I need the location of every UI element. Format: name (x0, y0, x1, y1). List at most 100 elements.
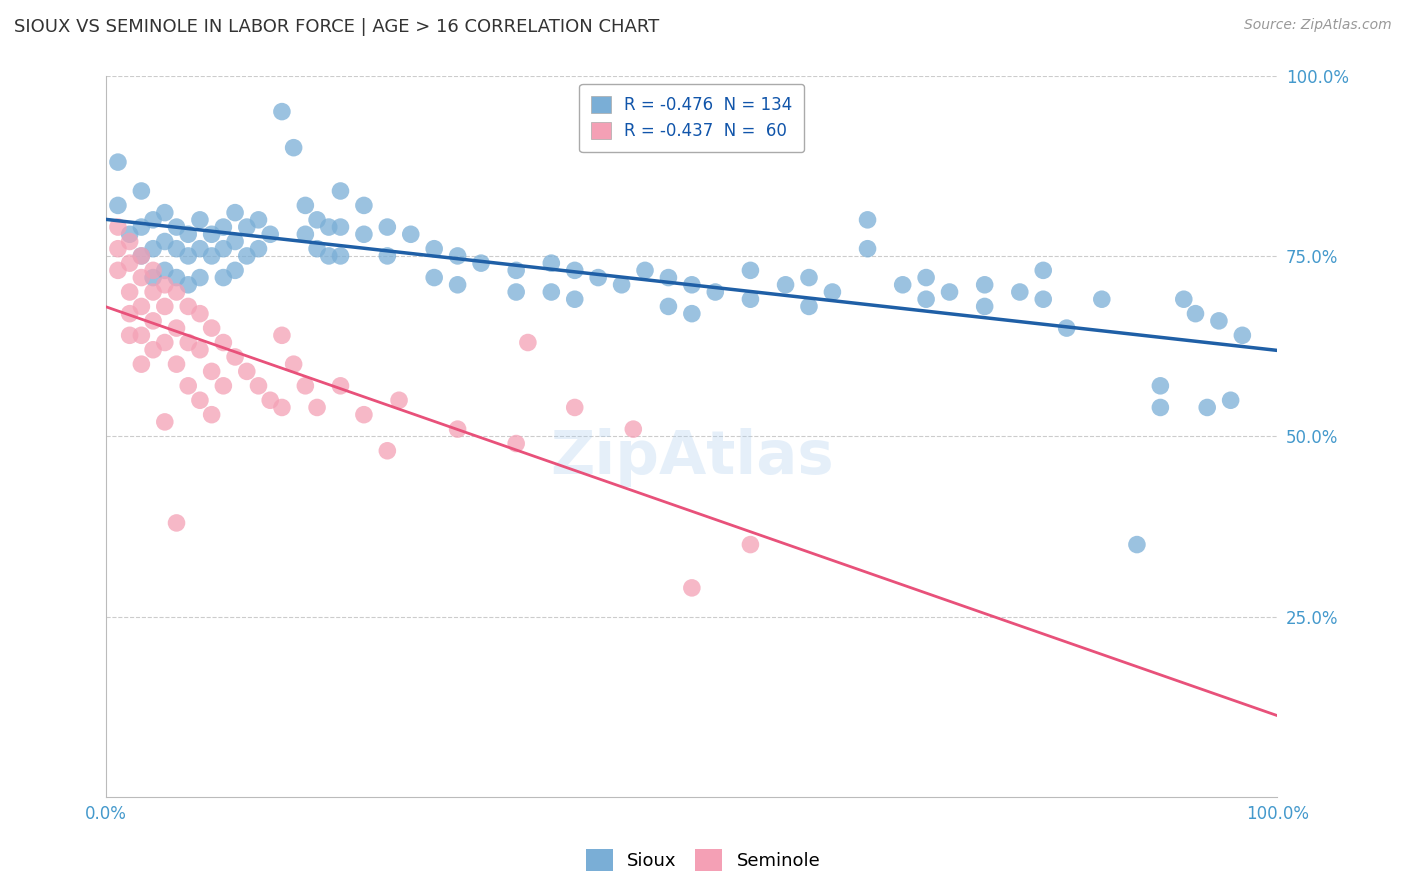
Point (740, 292, 762, 306)
Point (153, 300, 176, 314)
Point (329, 249, 352, 263)
Point (177, 249, 200, 263)
Point (938, 285, 960, 299)
Point (564, 401, 586, 415)
Point (142, 285, 165, 299)
Point (564, 263, 586, 277)
Point (131, 300, 153, 314)
Point (131, 270, 153, 285)
Point (318, 220, 340, 235)
Point (375, 443, 398, 458)
Point (271, 328, 294, 343)
Text: Source: ZipAtlas.com: Source: ZipAtlas.com (1244, 18, 1392, 32)
Point (271, 401, 294, 415)
Point (107, 220, 129, 235)
Point (423, 242, 446, 256)
Point (329, 184, 352, 198)
Point (142, 270, 165, 285)
Point (118, 235, 141, 249)
Point (224, 350, 246, 364)
Point (1032, 263, 1054, 277)
Point (201, 408, 224, 422)
Point (177, 227, 200, 242)
Point (166, 242, 188, 256)
Point (118, 285, 141, 299)
Point (1208, 314, 1230, 328)
Point (915, 292, 938, 306)
Point (131, 220, 153, 235)
Point (294, 227, 316, 242)
Point (821, 285, 844, 299)
Point (704, 285, 727, 299)
Point (505, 263, 527, 277)
Point (283, 141, 305, 155)
Point (856, 212, 879, 227)
Point (740, 263, 762, 277)
Point (856, 242, 879, 256)
Point (188, 212, 211, 227)
Point (1008, 285, 1031, 299)
Point (353, 408, 375, 422)
Point (201, 249, 224, 263)
Point (166, 285, 188, 299)
Point (259, 393, 281, 408)
Point (294, 379, 316, 393)
Point (153, 335, 176, 350)
Point (153, 277, 176, 292)
Point (621, 422, 644, 436)
Point (188, 270, 211, 285)
Point (188, 307, 211, 321)
Point (224, 235, 246, 249)
Point (1032, 292, 1054, 306)
Point (318, 249, 340, 263)
Legend: Sioux, Seminole: Sioux, Seminole (579, 842, 827, 879)
Point (153, 235, 176, 249)
Point (775, 277, 797, 292)
Point (797, 300, 820, 314)
Point (142, 263, 165, 277)
Point (681, 277, 703, 292)
Point (212, 270, 235, 285)
Point (657, 300, 679, 314)
Point (177, 379, 200, 393)
Point (201, 227, 224, 242)
Point (516, 335, 538, 350)
Point (236, 364, 259, 378)
Point (1184, 307, 1206, 321)
Point (166, 516, 188, 530)
Point (1197, 401, 1219, 415)
Point (188, 393, 211, 408)
Point (307, 242, 329, 256)
Point (375, 220, 398, 235)
Point (131, 184, 153, 198)
Point (399, 227, 422, 242)
Point (283, 357, 305, 371)
Point (247, 212, 270, 227)
Point (294, 198, 316, 212)
Point (153, 263, 176, 277)
Point (212, 242, 235, 256)
Point (353, 198, 375, 212)
Point (1091, 292, 1114, 306)
Point (166, 357, 188, 371)
Point (201, 364, 224, 378)
Point (540, 256, 562, 270)
Point (224, 263, 246, 277)
Point (1173, 292, 1195, 306)
Point (118, 256, 141, 270)
Point (177, 335, 200, 350)
Point (131, 357, 153, 371)
Point (107, 155, 129, 169)
Point (610, 277, 633, 292)
Point (142, 212, 165, 227)
Point (177, 277, 200, 292)
Point (131, 249, 153, 263)
Point (131, 328, 153, 343)
Point (973, 277, 995, 292)
Point (681, 581, 703, 595)
Point (247, 379, 270, 393)
Point (212, 379, 235, 393)
Point (1056, 321, 1078, 335)
Point (247, 242, 270, 256)
Point (375, 249, 398, 263)
